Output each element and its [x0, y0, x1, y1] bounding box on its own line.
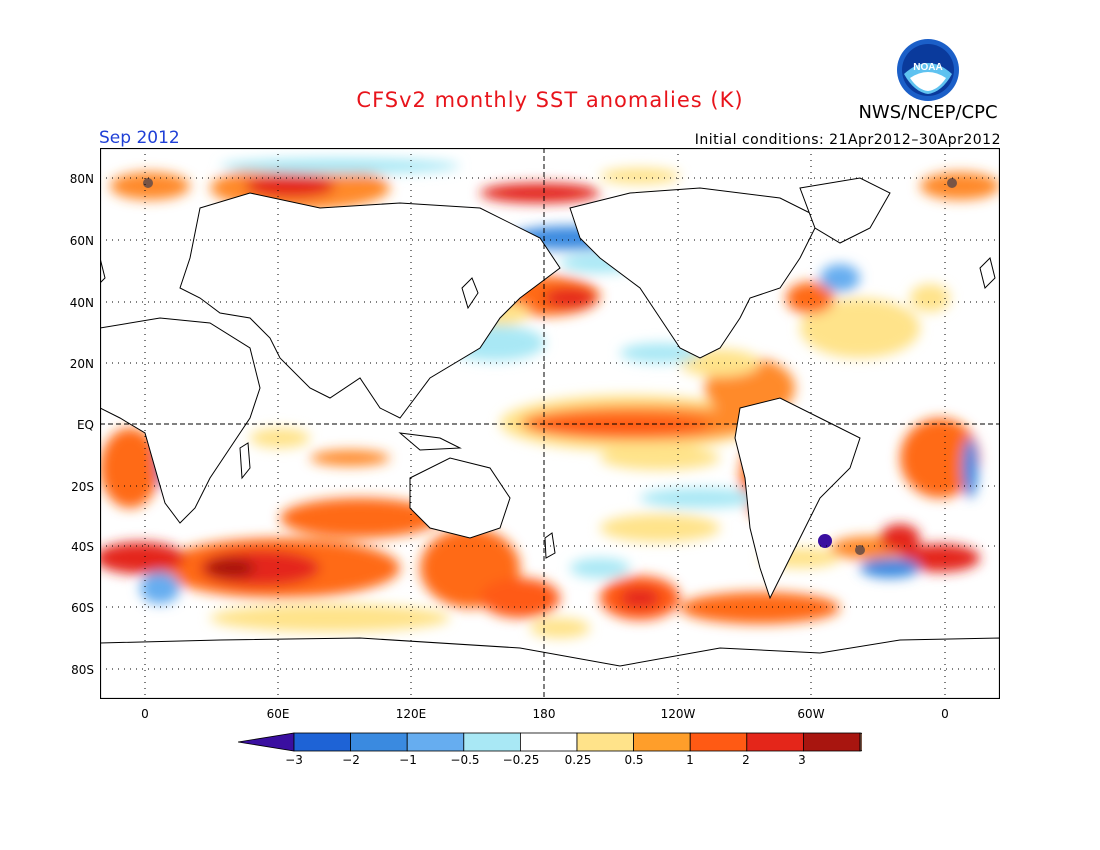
- equator-dateline: [100, 148, 1000, 699]
- colorbar-tick-label: 3: [798, 753, 806, 767]
- colorbar-over-triangle: [859, 732, 862, 752]
- colorbar-cell: [519, 732, 578, 752]
- lat-label: 80S: [71, 663, 94, 677]
- lon-label: 120W: [660, 707, 696, 721]
- lon-label: 60E: [266, 707, 290, 721]
- lat-label: 20S: [71, 480, 94, 494]
- lat-label: 40N: [69, 296, 94, 310]
- colorbar-tick-label: 1: [686, 753, 694, 767]
- lat-label: 80N: [69, 172, 94, 186]
- lon-label: 0: [941, 707, 949, 721]
- colorbar-tick-label: 2: [742, 753, 750, 767]
- logo-text: NOAA: [913, 62, 942, 73]
- sst-anomaly-map: [100, 148, 1000, 699]
- noaa-logo: NOAA: [896, 38, 960, 102]
- colorbar-tick-label: −0.5: [450, 753, 480, 767]
- colorbar-tick-label: −3: [285, 753, 303, 767]
- initial-conditions-label: Initial conditions: 21Apr2012–30Apr2012: [694, 132, 1001, 148]
- colorbar-cell: [293, 732, 351, 752]
- map-grid: [100, 148, 1000, 699]
- lat-label: 60S: [71, 601, 94, 615]
- colorbar-cell: [406, 732, 465, 752]
- agency-label: NWS/NCEP/CPC: [858, 102, 998, 123]
- colorbar-cell: [746, 732, 804, 752]
- lat-label: 60N: [69, 234, 94, 248]
- colorbar-tick-label: 0.5: [624, 753, 644, 767]
- map-title: CFSv2 monthly SST anomalies (K): [356, 88, 744, 112]
- lon-label: 60W: [797, 707, 825, 721]
- anomaly-extremes: [143, 178, 957, 555]
- colorbar-cell: [633, 732, 691, 752]
- colorbar-cell: [350, 732, 408, 752]
- lon-label: 180: [532, 707, 556, 721]
- lon-label: 120E: [395, 707, 427, 721]
- colorbar-cell: [576, 732, 634, 752]
- colorbar-cell: [803, 732, 861, 752]
- lat-label: EQ: [76, 418, 94, 432]
- lon-label: 0: [141, 707, 149, 721]
- colorbar-tick-label: −2: [342, 753, 360, 767]
- colorbar-cell: [463, 732, 521, 752]
- lat-label: 40S: [71, 540, 94, 554]
- valid-month-label: Sep 2012: [99, 128, 180, 148]
- colorbar-cell: [689, 732, 748, 752]
- colorbar-tick-label: −1: [399, 753, 417, 767]
- lat-label: 20N: [69, 357, 94, 371]
- colorbar-tick-label: −0.25: [502, 753, 540, 767]
- colorbar-under-triangle: [238, 732, 295, 752]
- colorbar-tick-label: 0.25: [564, 753, 592, 767]
- colorbar: [238, 732, 862, 752]
